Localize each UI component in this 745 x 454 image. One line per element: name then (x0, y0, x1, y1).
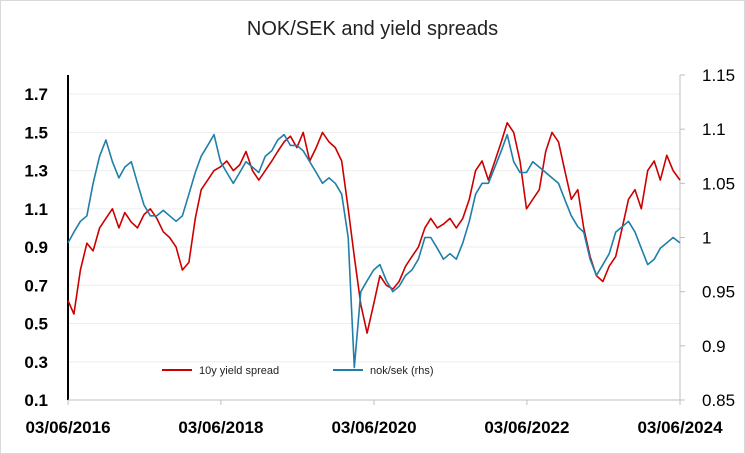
y-left-tick-label: 0.1 (24, 391, 48, 410)
y-left-tick-label: 1.5 (24, 123, 48, 142)
y-right-tick-label: 1.1 (702, 120, 726, 139)
legend-label-yield-spread: 10y yield spread (199, 365, 279, 377)
y-left-tick-label: 0.5 (24, 315, 48, 334)
series-line-yield-spread (67, 122, 681, 334)
chart-title: NOK/SEK and yield spreads (246, 18, 499, 40)
legend-label-nok-sek: nok/sek (rhs) (370, 365, 434, 377)
y-left-tick-label: 1.1 (24, 200, 48, 219)
y-left-tick-label: 1.7 (24, 85, 48, 104)
axes (67, 74, 685, 405)
y-right-tick-label: 0.95 (702, 283, 735, 302)
y-right-tick-label: 1.15 (702, 66, 735, 85)
y-right-tick-label: 1.05 (702, 174, 735, 193)
x-tick-label: 03/06/2018 (178, 418, 263, 437)
y-right-tick-label: 0.85 (702, 391, 735, 410)
x-tick-label: 03/06/2022 (484, 418, 569, 437)
legend: 10y yield spread nok/sek (rhs) (162, 365, 434, 377)
x-tick-label: 03/06/2016 (25, 418, 110, 437)
tick-labels: 0.1 0.3 0.5 0.7 0.9 1.1 1.3 1.5 1.7 0.85 0.9 0.95 1 1… (24, 66, 735, 437)
y-left-tick-label: 0.9 (24, 238, 48, 257)
y-left-tick-label: 0.7 (24, 276, 48, 295)
series-line-nok-sek (67, 133, 681, 369)
y-right-tick-label: 0.9 (702, 337, 726, 356)
y-left-tick-label: 1.3 (24, 162, 48, 181)
series-layer (67, 122, 681, 369)
y-left-tick-label: 0.3 (24, 353, 48, 372)
x-tick-label: 03/06/2020 (331, 418, 416, 437)
x-tick-label: 03/06/2024 (637, 418, 723, 437)
y-right-tick-label: 1 (702, 229, 711, 248)
